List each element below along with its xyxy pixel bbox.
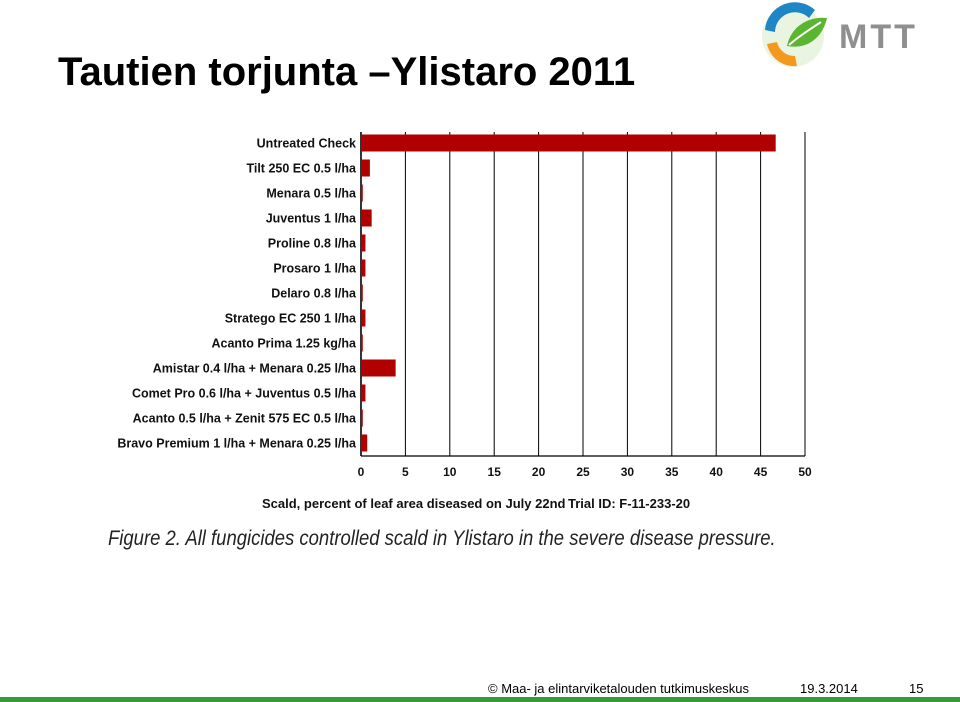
logo-text: MTT <box>839 18 918 56</box>
bar-7 <box>361 309 366 327</box>
category-label: Acanto 0.5 l/ha + Zenit 575 EC 0.5 l/ha <box>133 412 357 426</box>
x-tick-label: 50 <box>798 465 812 479</box>
x-tick-label: 45 <box>754 465 768 479</box>
logo-emblem-icon <box>762 2 827 67</box>
mtt-logo: MTT <box>762 2 918 67</box>
x-tick-label: 5 <box>402 465 409 479</box>
slide-title: Tautien torjunta –Ylistaro 2011 <box>58 50 636 94</box>
x-axis-title: Scald, percent of leaf area diseased on … <box>262 496 566 511</box>
scald-bar-chart: Untreated Check Tilt 250 EC 0.5 l/ha Menar… <box>117 132 812 511</box>
x-tick-label: 20 <box>532 465 546 479</box>
x-tick-label: 0 <box>358 465 365 479</box>
bar-1 <box>361 159 370 177</box>
bar-3 <box>361 209 372 227</box>
category-label: Untreated Check <box>257 137 356 151</box>
bar-11 <box>361 409 363 427</box>
bar-8 <box>361 334 363 352</box>
category-label: Prosaro 1 l/ha <box>273 262 357 276</box>
bar-12 <box>361 434 368 452</box>
category-label: Stratego EC 250 1 l/ha <box>225 312 357 326</box>
category-label: Comet Pro 0.6 l/ha + Juventus 0.5 l/ha <box>132 387 357 401</box>
bar-10 <box>361 384 366 402</box>
chart-x-ticks: 0 5 10 15 20 25 30 35 40 45 50 <box>358 465 812 479</box>
x-tick-label: 25 <box>576 465 590 479</box>
figure-caption: Figure 2. All fungicides controlled scal… <box>108 527 776 550</box>
category-label: Bravo Premium 1 l/ha + Menara 0.25 l/ha <box>117 437 357 451</box>
category-label: Menara 0.5 l/ha <box>266 187 357 201</box>
category-label: Delaro 0.8 l/ha <box>271 287 357 301</box>
trial-id-label: Trial ID: F-11-233-20 <box>568 496 690 511</box>
footer-copyright: © Maa- ja elintarviketalouden tutkimuske… <box>488 681 750 696</box>
x-tick-label: 40 <box>710 465 724 479</box>
footer-page-number: 15 <box>909 681 924 696</box>
footer-green-bar <box>0 697 960 702</box>
bar-2 <box>361 184 363 202</box>
footer-date: 19.3.2014 <box>800 681 858 696</box>
x-tick-label: 35 <box>665 465 679 479</box>
bar-4 <box>361 234 366 252</box>
bar-5 <box>361 259 366 277</box>
category-label: Juventus 1 l/ha <box>266 212 357 226</box>
x-tick-label: 10 <box>443 465 457 479</box>
bar-9 <box>361 359 396 377</box>
x-tick-label: 15 <box>488 465 502 479</box>
category-label: Proline 0.8 l/ha <box>268 237 357 251</box>
chart-bars <box>361 134 776 452</box>
bar-6 <box>361 284 363 302</box>
category-label: Acanto Prima 1.25 kg/ha <box>211 337 357 351</box>
chart-gridlines <box>360 132 806 457</box>
chart-category-labels: Untreated Check Tilt 250 EC 0.5 l/ha Menar… <box>117 137 357 451</box>
category-label: Amistar 0.4 l/ha + Menara 0.25 l/ha <box>153 362 357 376</box>
footer: © Maa- ja elintarviketalouden tutkimuske… <box>0 676 960 702</box>
bar-0 <box>361 134 776 152</box>
x-tick-label: 30 <box>621 465 635 479</box>
category-label: Tilt 250 EC 0.5 l/ha <box>246 162 357 176</box>
